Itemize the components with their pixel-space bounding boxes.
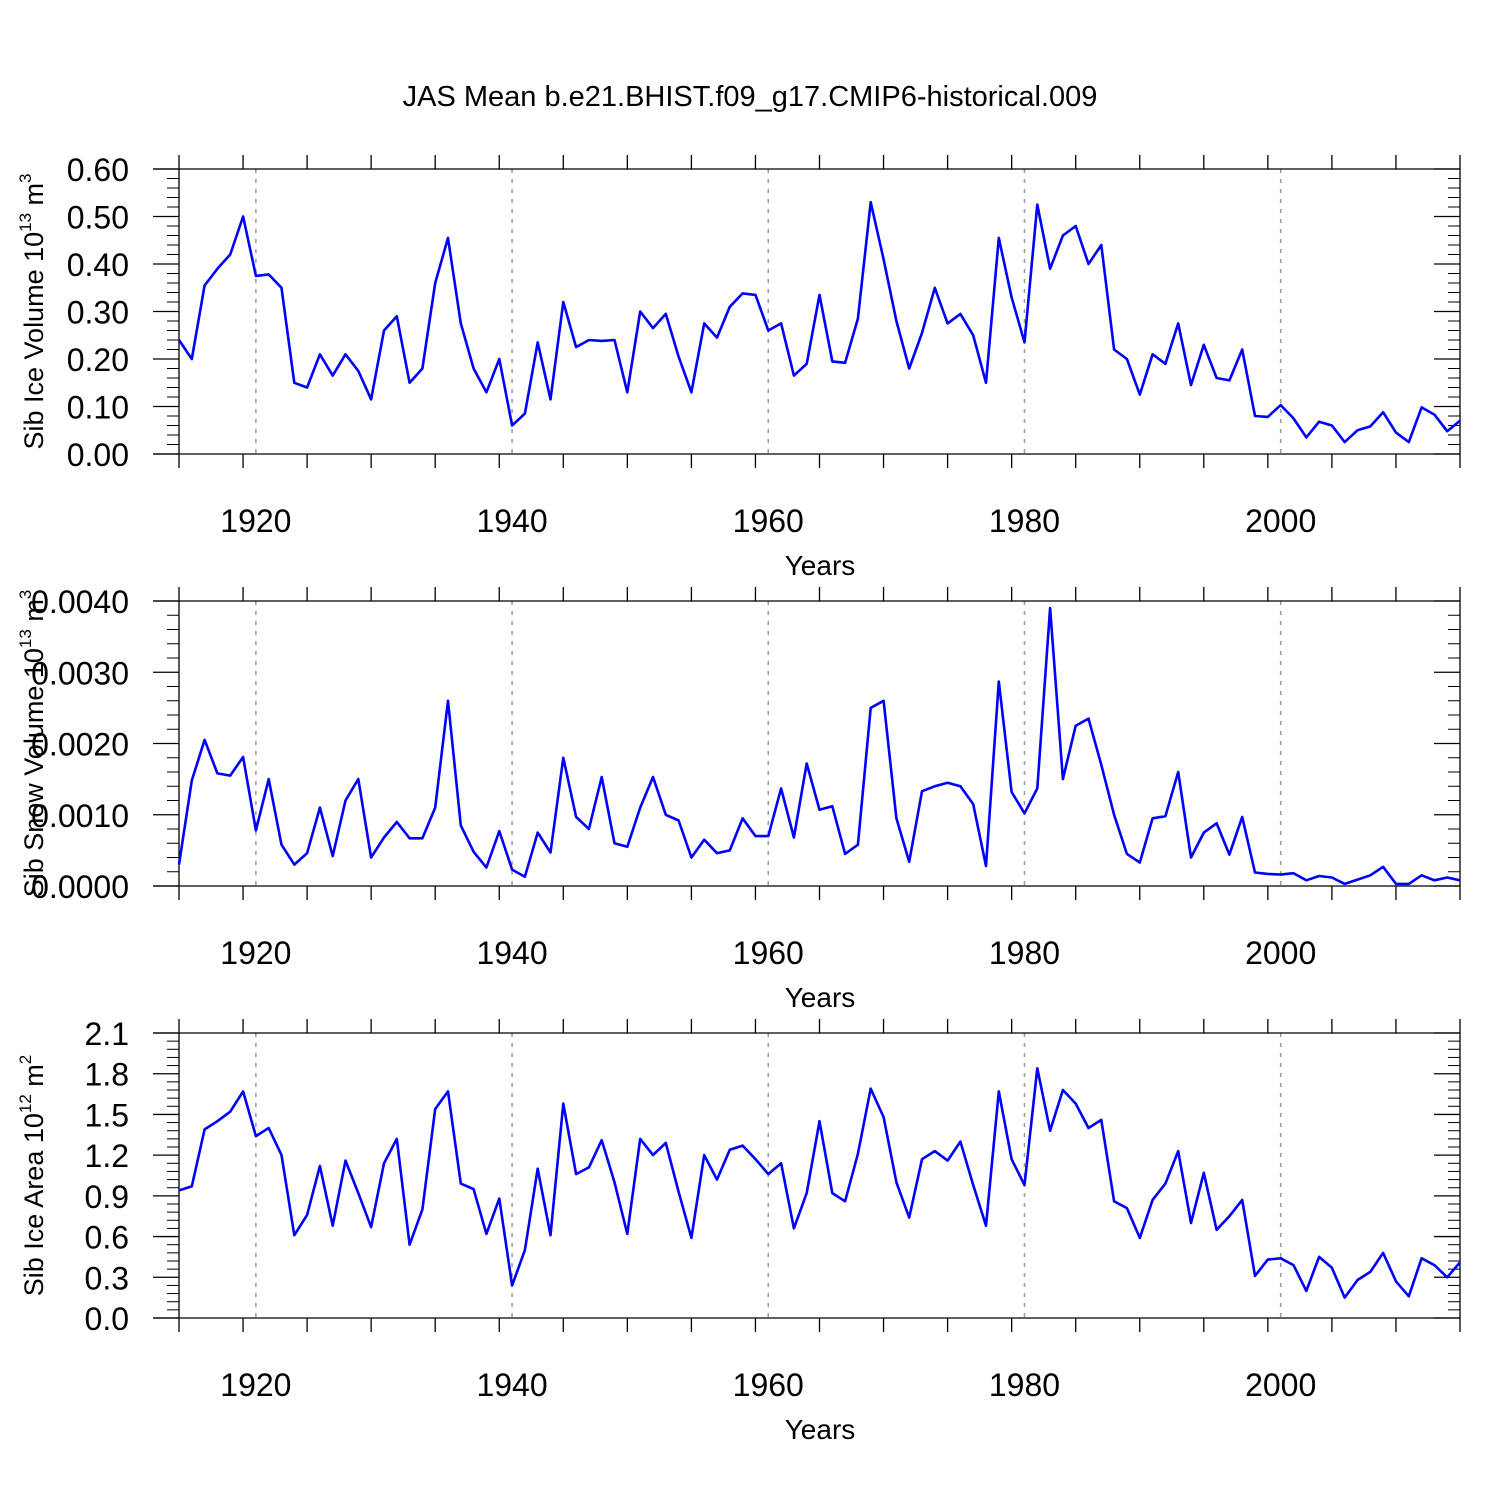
y-tick-label: 0.0000 [31,869,129,905]
y-axis-label: Sib Ice Volume 1013 m3 [16,173,49,449]
series-line [177,606,1461,886]
x-tick-label-1920: 1920 [220,935,291,971]
x-tick-label-2000: 2000 [1245,935,1316,971]
y-tick-label: 0.00 [67,437,129,473]
x-tick-label-1960: 1960 [733,503,804,539]
x-tick-label-1980: 1980 [989,935,1060,971]
y-tick-label: 0.3 [85,1260,129,1296]
series-line [177,200,1461,444]
x-tick-label-2000: 2000 [1245,503,1316,539]
y-tick-label: 0.40 [67,247,129,283]
x-axis-label: Years [785,1414,856,1445]
y-axis-label: Sib Ice Area 1012 m2 [16,1055,49,1297]
y-tick-label: 0.9 [85,1179,129,1215]
x-axis-label: Years [785,982,856,1013]
y-tick-label: 1.2 [85,1138,129,1174]
y-tick-label: 0.20 [67,342,129,378]
y-tick-label: 0.50 [67,200,129,236]
x-tick-label-1960: 1960 [733,935,804,971]
panel-ice-volume: 0.00 0.10 0.20 0.30 0.40 0.50 0.60 1920 1940 1960… [16,152,1461,581]
x-tick-label-1920: 1920 [220,1367,291,1403]
chart-title: JAS Mean b.e21.BHIST.f09_g17.CMIP6-histo… [403,81,1098,113]
panel-snow-volume: 0.0000 0.0010 0.0020 0.0030 0.0040 1920 1940 19… [16,584,1461,1013]
x-axis-label: Years [785,550,856,581]
x-tick-label-2000: 2000 [1245,1367,1316,1403]
x-tick-label-1940: 1940 [476,1367,547,1403]
y-tick-label: 0.60 [67,152,129,188]
y-tick-label: 1.5 [85,1097,129,1133]
x-tick-label-1940: 1940 [476,935,547,971]
y-tick-label: 0.0020 [31,727,129,763]
y-tick-label: 0.10 [67,390,129,426]
y-tick-label: 0.0030 [31,655,129,691]
x-tick-label-1980: 1980 [989,503,1060,539]
panel-ice-area: 0.0 0.3 0.6 0.9 1.2 1.5 1.8 2.1 1920 1940 1960 1980… [16,1016,1461,1445]
x-tick-label-1920: 1920 [220,503,291,539]
y-tick-label: 2.1 [85,1016,129,1052]
y-tick-label: 0.0040 [31,584,129,620]
y-tick-label: 0.0 [85,1301,129,1337]
x-tick-label-1940: 1940 [476,503,547,539]
x-tick-label-1960: 1960 [733,1367,804,1403]
x-tick-label-1980: 1980 [989,1367,1060,1403]
y-tick-label: 0.30 [67,295,129,331]
y-axis-label: Sib Snow Volume 1013 m3 [16,590,49,898]
y-tick-label: 0.6 [85,1220,129,1256]
y-tick-label: 1.8 [85,1057,129,1093]
series-line [178,1067,1461,1299]
y-tick-label: 0.0010 [31,798,129,834]
